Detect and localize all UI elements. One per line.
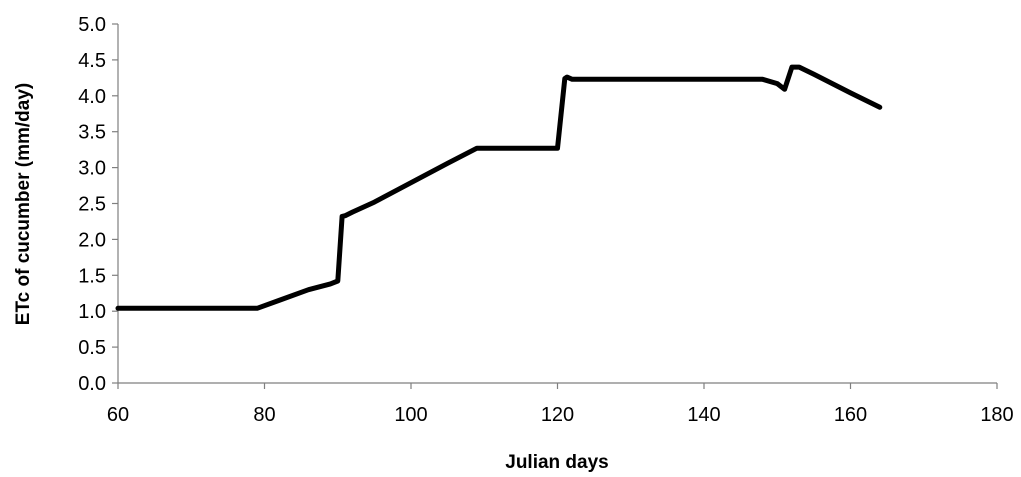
y-tick-label: 3.5 [78, 122, 106, 144]
y-tick-label: 0.0 [78, 373, 106, 395]
y-axis: 0.0 0.5 1.0 1.5 2.0 2.5 3.0 3.5 4.0 4.5 5.0 [78, 14, 119, 395]
y-tick-label: 5.0 [78, 14, 106, 36]
x-tick-label: 140 [687, 404, 720, 426]
x-tick-label: 120 [541, 404, 574, 426]
x-tick-label: 100 [394, 404, 427, 426]
y-tick-label: 1.5 [78, 265, 106, 287]
y-tick-label: 4.5 [78, 50, 106, 72]
series-group [115, 64, 883, 311]
x-axis-title: Julian days [505, 452, 609, 473]
etc-series-line [115, 64, 883, 311]
y-tick-label: 2.5 [78, 194, 106, 216]
y-tick-label: 2.0 [78, 229, 106, 251]
x-tick-label: 80 [253, 404, 275, 426]
x-tick-label: 160 [834, 404, 867, 426]
y-axis-title: ETc of cucumber (mm/day) [13, 83, 34, 325]
y-tick-label: 3.0 [78, 158, 106, 180]
y-tick-label: 4.0 [78, 86, 106, 108]
x-tick-label: 180 [980, 404, 1013, 426]
y-tick-label: 0.5 [78, 337, 106, 359]
x-tick-label: 60 [107, 404, 129, 426]
x-axis: 60 80 100 120 140 160 180 [107, 382, 1014, 426]
y-tick-label: 1.0 [78, 301, 106, 323]
